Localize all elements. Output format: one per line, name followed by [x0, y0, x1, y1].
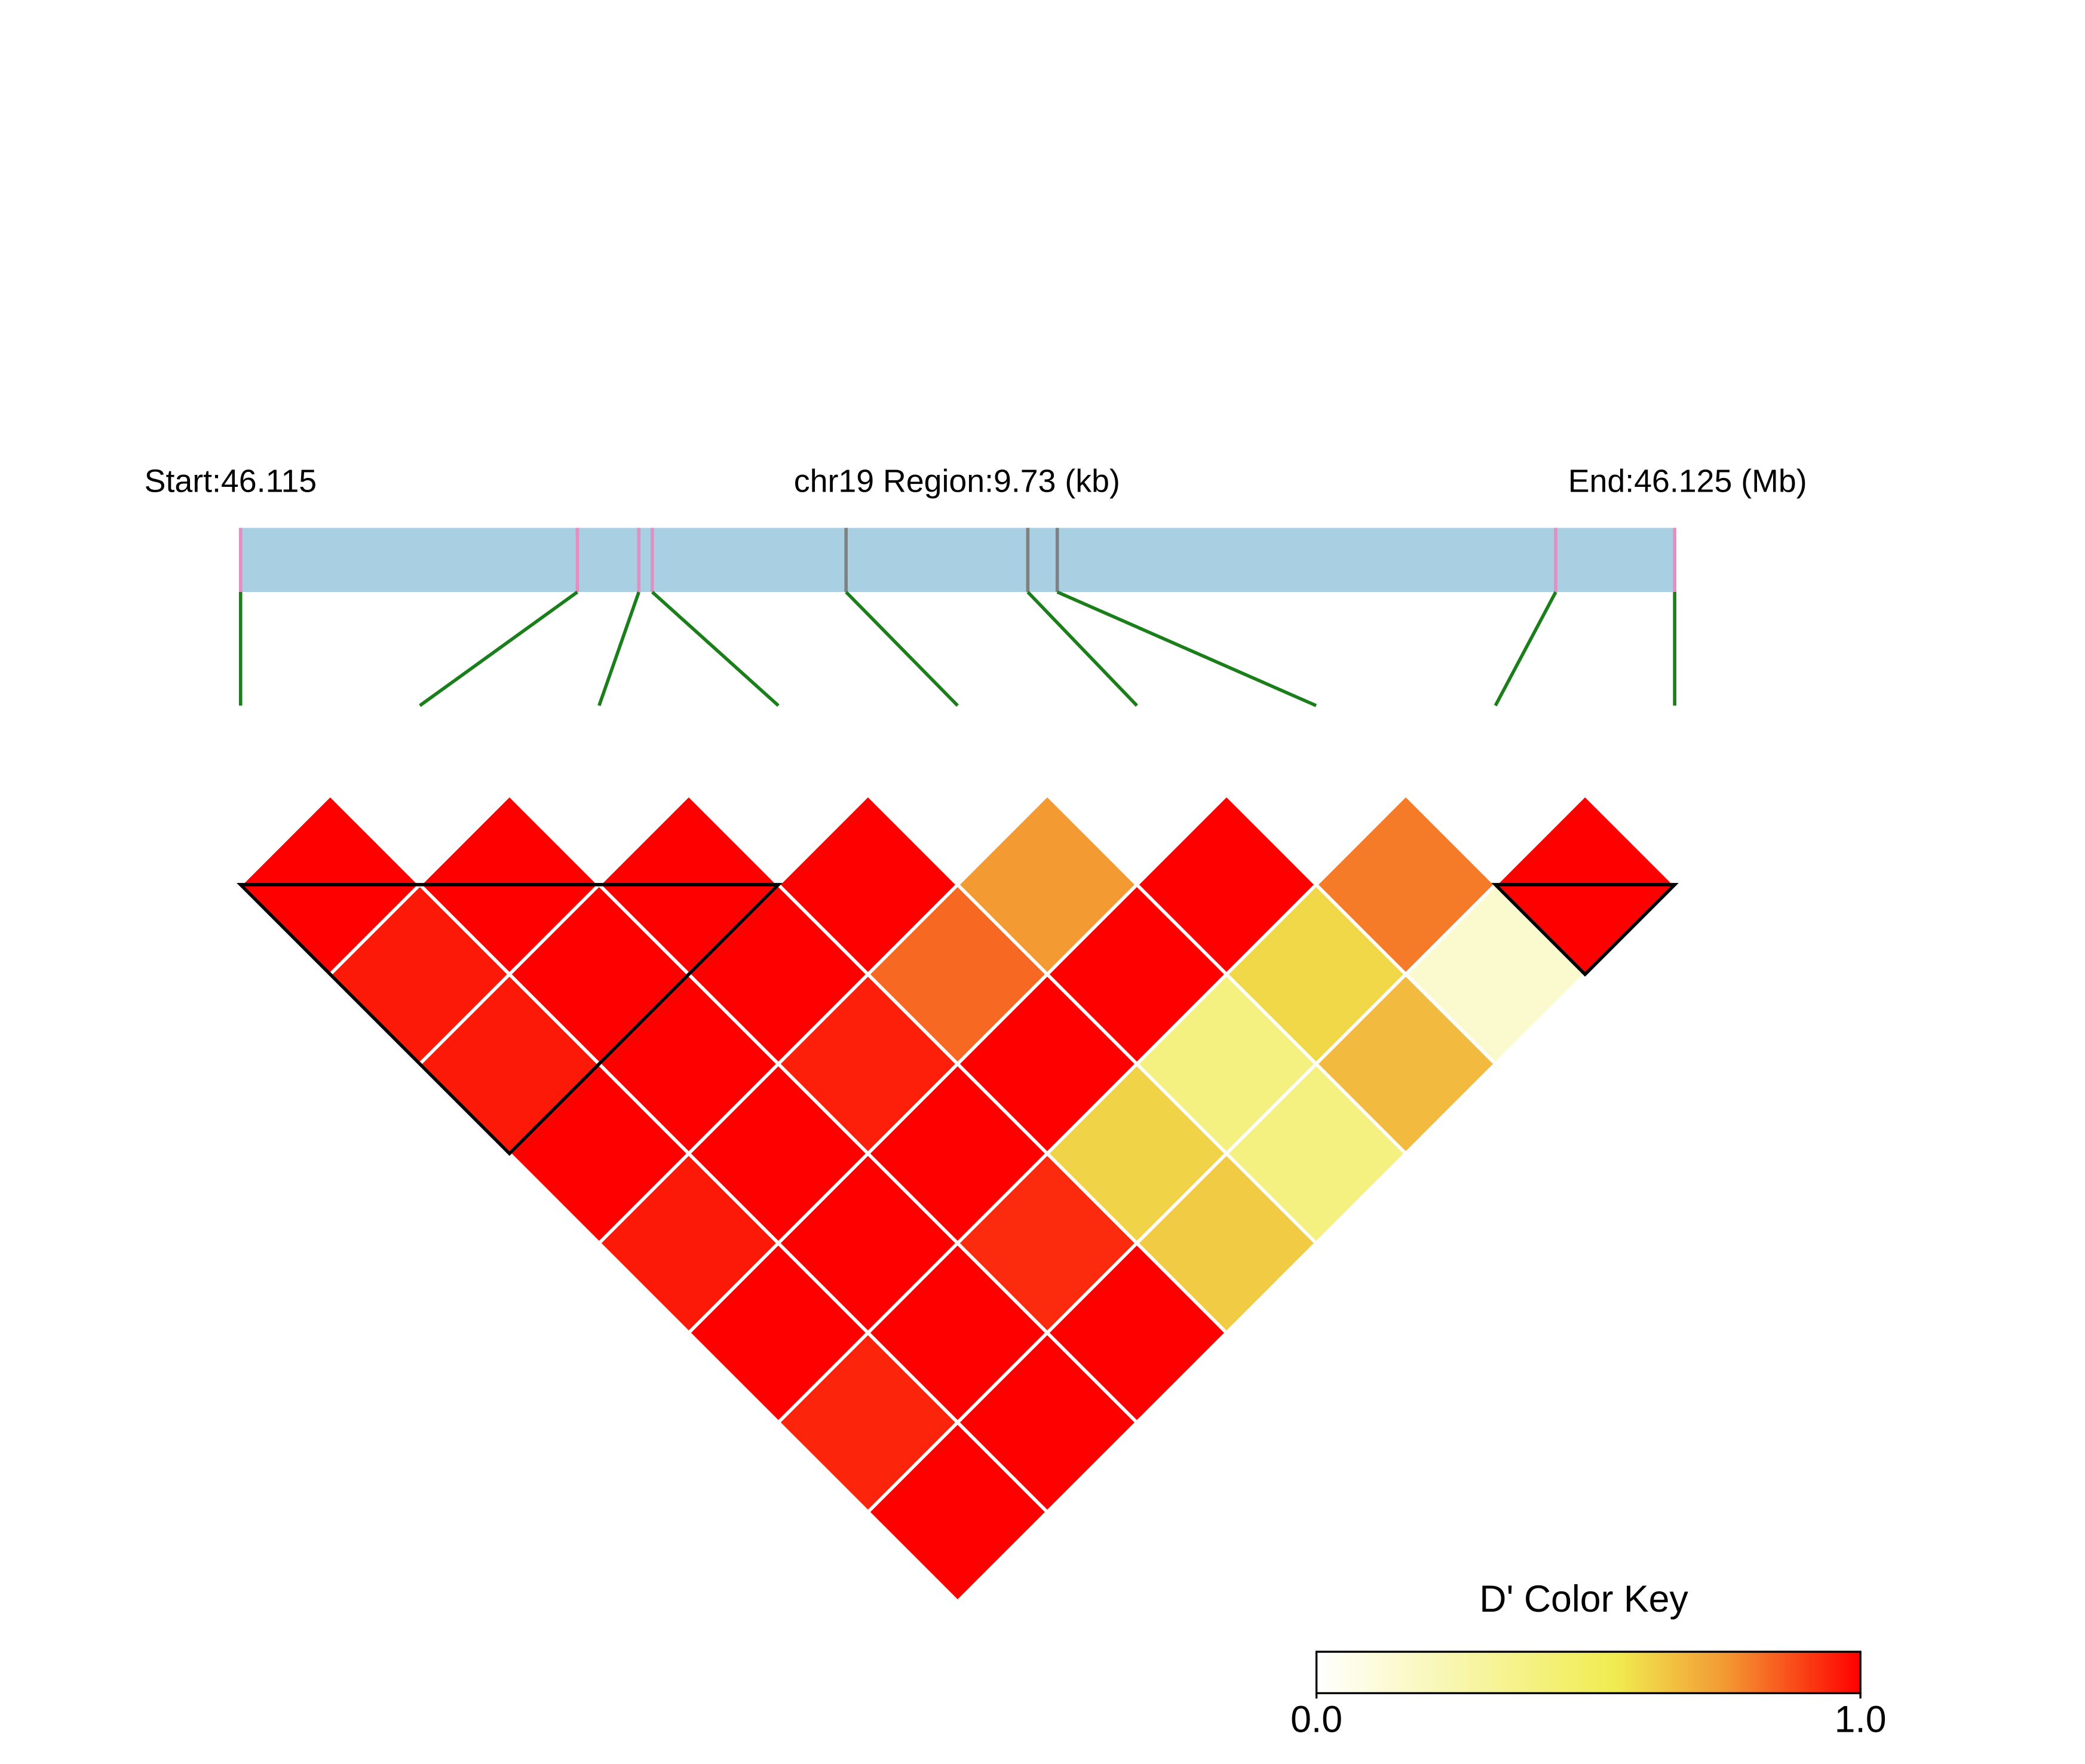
- snp-connector: [597, 591, 640, 707]
- color-key: [1315, 1651, 1862, 1695]
- snp-connector: [845, 591, 959, 707]
- snp-connector: [1056, 590, 1317, 707]
- start-label: Start:46.115: [145, 463, 317, 499]
- key-tick-label: 0.0: [1290, 1698, 1342, 1740]
- region-bar: [240, 527, 1675, 593]
- key-tick-label: 1.0: [1835, 1698, 1887, 1740]
- snp-connector: [651, 590, 780, 707]
- ld-block-outline: [236, 883, 783, 1156]
- snp-connector: [1026, 591, 1139, 707]
- snp-connector: [419, 590, 579, 707]
- key-title: D' Color Key: [1479, 1578, 1688, 1620]
- region-label: chr19 Region:9.73 (kb): [794, 463, 1120, 499]
- snp-connector: [1494, 591, 1557, 707]
- end-label: End:46.125 (Mb): [1568, 463, 1807, 499]
- ld-block-outline: [1491, 883, 1679, 977]
